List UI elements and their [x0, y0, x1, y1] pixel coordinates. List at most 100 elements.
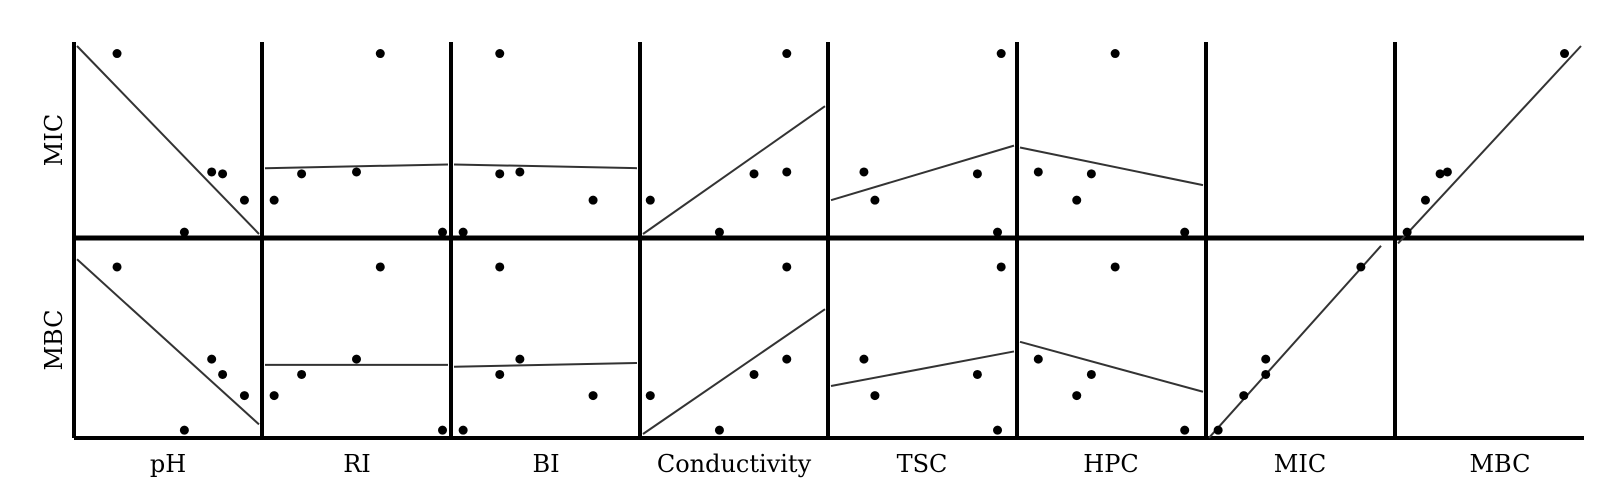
- panel-mic-vs-mbc-point-4: [1442, 167, 1452, 177]
- panel-mic-vs-ri: [264, 49, 449, 237]
- panel-mbc-vs-bi-fit-line: [453, 361, 638, 368]
- panel-mic-vs-mbc-point-5: [1560, 49, 1570, 59]
- panel-mbc-vs-hpc-point-4: [1110, 262, 1120, 272]
- panel-mbc-vs-mic-point-1: [1213, 425, 1223, 435]
- panel-mic-vs-mbc-fit-line: [1397, 45, 1582, 245]
- panel-mbc-vs-bi-point-2: [495, 262, 505, 272]
- panel-mic-vs-conductivity-point-3: [749, 169, 759, 179]
- panel-mbc-vs-tsc-point-1: [859, 354, 869, 364]
- panel-mic-vs-ph-point-3: [207, 167, 217, 177]
- panel-mbc-vs-ph-fit-line: [76, 258, 260, 426]
- column-label-ph: pH: [150, 450, 186, 478]
- panel-mic-vs-bi-point-1: [458, 227, 468, 237]
- panel-mic-vs-hpc-point-4: [1110, 49, 1120, 59]
- panel-mbc-vs-bi-point-1: [458, 425, 468, 435]
- panel-mic-vs-ph-point-1: [112, 49, 122, 59]
- column-label-conductivity: Conductivity: [657, 450, 812, 478]
- panel-mbc-vs-ri-point-3: [352, 354, 361, 364]
- panel-mic-vs-ri-point-5: [438, 227, 448, 237]
- panel-mbc-vs-conductivity-fit-line: [642, 308, 826, 435]
- column-label-hpc: HPC: [1083, 450, 1138, 478]
- panel-mic-vs-bi-point-3: [495, 169, 505, 179]
- panel-mbc-vs-ri-point-2: [297, 369, 307, 379]
- panel-mbc-vs-mic-point-2: [1239, 391, 1249, 401]
- panel-mic-vs-bi-point-5: [588, 195, 598, 205]
- column-label-ri: RI: [343, 450, 371, 478]
- panel-mic-vs-hpc: [1019, 49, 1204, 237]
- column-label-mic: MIC: [1274, 450, 1326, 478]
- panel-mic-vs-ph-point-5: [239, 195, 249, 205]
- panel-mic-vs-conductivity-point-1: [645, 195, 655, 205]
- panel-mbc-vs-ri-point-4: [375, 262, 385, 272]
- column-label-bi: BI: [532, 450, 559, 478]
- panel-mbc-vs-ri-point-5: [438, 425, 448, 435]
- panel-mbc-vs-tsc-point-4: [993, 425, 1003, 435]
- panel-mic-vs-tsc-point-5: [996, 49, 1006, 59]
- matrix-panels: [76, 45, 1582, 439]
- panel-mic-vs-hpc-fit-line: [1019, 146, 1204, 187]
- panel-mic-vs-conductivity: [642, 49, 826, 237]
- panel-mbc-vs-hpc-point-1: [1033, 354, 1043, 364]
- panel-mic-vs-conductivity-fit-line: [642, 105, 826, 235]
- panel-mic-vs-bi-point-4: [515, 167, 525, 177]
- panel-mic-vs-tsc-point-3: [972, 169, 982, 179]
- panel-mbc-vs-mic-point-5: [1356, 262, 1366, 272]
- panel-mbc-vs-mic-point-4: [1261, 354, 1271, 364]
- panel-mbc-vs-bi-point-5: [588, 391, 598, 401]
- panel-mic-vs-hpc-point-2: [1072, 195, 1082, 205]
- panel-mic-vs-conductivity-point-2: [714, 227, 724, 237]
- column-label-tsc: TSC: [897, 450, 948, 478]
- panel-mbc-vs-mic-fit-line: [1208, 245, 1382, 439]
- panel-mbc-vs-hpc-point-3: [1086, 369, 1096, 379]
- panel-mic-vs-ph-point-2: [179, 227, 189, 237]
- panel-mic-vs-bi: [453, 49, 638, 237]
- panel-mic-vs-ri-point-4: [375, 49, 385, 59]
- panel-mbc-vs-conductivity-point-3: [749, 369, 759, 379]
- panel-mic-vs-tsc-point-4: [993, 227, 1003, 237]
- panel-mbc-vs-ph-point-4: [218, 369, 228, 379]
- panel-mbc-vs-bi: [453, 262, 638, 435]
- panel-mbc-vs-tsc-point-2: [870, 391, 880, 401]
- panel-mbc-vs-tsc-fit-line: [830, 350, 1015, 387]
- panel-mic-vs-conductivity-point-5: [782, 49, 792, 59]
- panel-mic-vs-ri-point-1: [269, 195, 279, 205]
- panel-mbc-vs-ri-point-1: [269, 391, 279, 401]
- panel-mic-vs-ri-point-3: [352, 167, 361, 177]
- matrix-frame: [72, 42, 1584, 440]
- panel-mbc-vs-conductivity-point-2: [714, 425, 724, 435]
- panel-mbc-vs-ph-point-3: [207, 354, 217, 364]
- panel-mbc-vs-ph: [76, 258, 260, 435]
- panel-mbc-vs-ph-point-1: [112, 262, 122, 272]
- row-label-mic: MIC: [40, 114, 68, 166]
- panel-mic-vs-tsc-fit-line: [830, 144, 1015, 202]
- panel-mic-vs-mbc-point-2: [1420, 195, 1430, 205]
- panel-mbc-vs-bi-point-3: [495, 369, 505, 379]
- panel-mbc-vs-conductivity-point-1: [645, 391, 655, 401]
- panel-mic-vs-ri-fit-line: [264, 163, 449, 170]
- panel-mic-vs-ph: [76, 45, 260, 237]
- panel-mic-vs-ph-point-4: [218, 169, 228, 179]
- panel-mic-vs-bi-point-2: [495, 49, 505, 59]
- column-label-mbc: MBC: [1469, 450, 1530, 478]
- panel-mic-vs-conductivity-point-4: [782, 167, 792, 177]
- panel-mbc-vs-hpc-point-5: [1180, 425, 1190, 435]
- row-label-mbc: MBC: [40, 309, 68, 370]
- panel-mbc-vs-tsc-point-5: [996, 262, 1006, 272]
- panel-mic-vs-bi-fit-line: [453, 163, 638, 170]
- panel-mic-vs-hpc-point-3: [1086, 169, 1096, 179]
- panel-mbc-vs-hpc: [1019, 262, 1204, 435]
- panel-mic-vs-tsc-point-1: [859, 167, 869, 177]
- panel-mic-vs-mbc-point-3: [1435, 169, 1445, 179]
- panel-mic-vs-tsc-point-2: [870, 195, 880, 205]
- panel-mic-vs-hpc-point-5: [1180, 227, 1190, 237]
- panel-mbc-vs-ri: [265, 262, 448, 435]
- panel-mbc-vs-conductivity-point-4: [782, 354, 792, 364]
- panel-mic-vs-mbc: [1397, 45, 1582, 245]
- panel-mic-vs-hpc-point-1: [1033, 167, 1043, 177]
- panel-mbc-vs-hpc-fit-line: [1019, 340, 1204, 393]
- panel-mbc-vs-ph-point-2: [179, 425, 189, 435]
- panel-mic-vs-ri-point-2: [297, 169, 307, 179]
- panel-mbc-vs-tsc-point-3: [972, 369, 982, 379]
- panel-mbc-vs-ph-point-5: [239, 391, 249, 401]
